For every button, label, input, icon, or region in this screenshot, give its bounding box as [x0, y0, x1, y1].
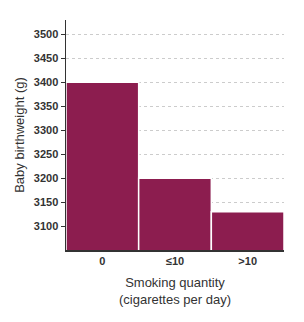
svg-text:3250: 3250	[34, 148, 58, 160]
svg-text:3150: 3150	[34, 196, 58, 208]
svg-text:3450: 3450	[34, 52, 58, 64]
svg-text:3350: 3350	[34, 100, 58, 112]
svg-text:Smoking quantity(cigarettes pe: Smoking quantity(cigarettes per day)	[119, 275, 231, 307]
svg-text:3300: 3300	[34, 124, 58, 136]
svg-text:Baby birthweight (g): Baby birthweight (g)	[12, 77, 27, 193]
svg-text:3200: 3200	[34, 172, 58, 184]
svg-text:>10: >10	[238, 255, 257, 267]
svg-text:3100: 3100	[34, 220, 58, 232]
svg-text:3500: 3500	[34, 28, 58, 40]
svg-text:3400: 3400	[34, 76, 58, 88]
svg-text:0: 0	[99, 255, 105, 267]
svg-text:≤10: ≤10	[166, 255, 184, 267]
